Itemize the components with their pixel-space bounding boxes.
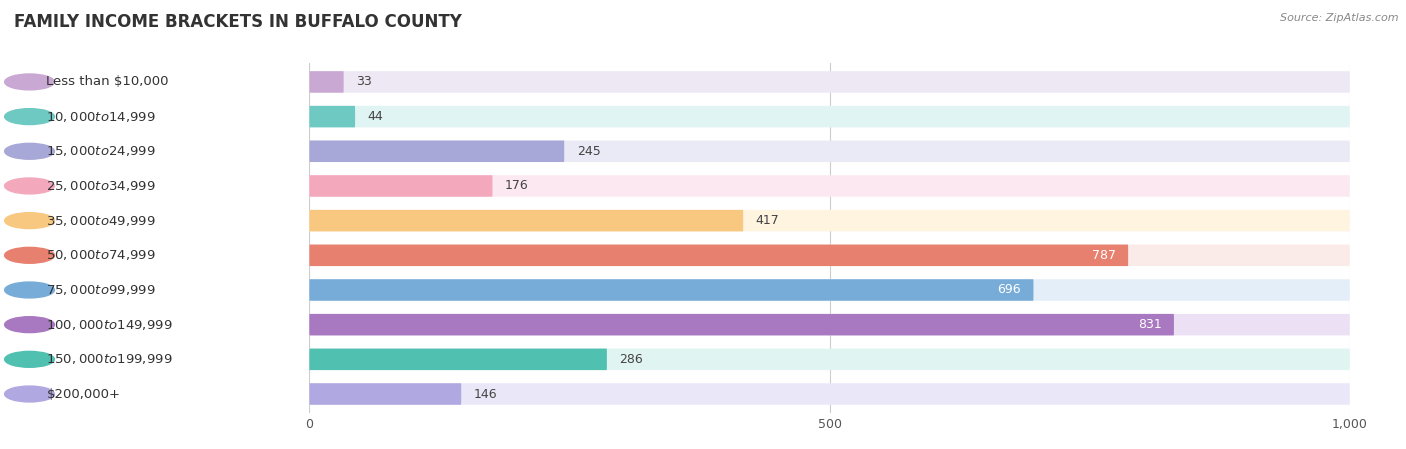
Text: Source: ZipAtlas.com: Source: ZipAtlas.com (1281, 13, 1399, 23)
Text: $10,000 to $14,999: $10,000 to $14,999 (46, 110, 156, 123)
Text: $15,000 to $24,999: $15,000 to $24,999 (46, 144, 156, 158)
FancyBboxPatch shape (309, 175, 492, 197)
FancyBboxPatch shape (309, 314, 1350, 335)
Text: 146: 146 (474, 387, 498, 401)
Text: $200,000+: $200,000+ (46, 387, 121, 401)
Text: $35,000 to $49,999: $35,000 to $49,999 (46, 214, 156, 228)
Text: $25,000 to $34,999: $25,000 to $34,999 (46, 179, 156, 193)
FancyBboxPatch shape (309, 245, 1128, 266)
FancyBboxPatch shape (309, 279, 1033, 301)
Text: 245: 245 (576, 145, 600, 158)
Text: 33: 33 (356, 75, 373, 88)
FancyBboxPatch shape (309, 210, 744, 231)
FancyBboxPatch shape (309, 314, 1174, 335)
Text: 417: 417 (755, 214, 779, 227)
FancyBboxPatch shape (309, 141, 1350, 162)
Text: $50,000 to $74,999: $50,000 to $74,999 (46, 248, 156, 262)
Text: 696: 696 (997, 283, 1021, 296)
FancyBboxPatch shape (309, 210, 1350, 231)
Text: Less than $10,000: Less than $10,000 (46, 75, 169, 88)
FancyBboxPatch shape (309, 141, 564, 162)
FancyBboxPatch shape (309, 71, 1350, 92)
FancyBboxPatch shape (309, 71, 343, 92)
Text: $75,000 to $99,999: $75,000 to $99,999 (46, 283, 156, 297)
Text: 176: 176 (505, 180, 529, 193)
Text: $150,000 to $199,999: $150,000 to $199,999 (46, 352, 173, 366)
Text: FAMILY INCOME BRACKETS IN BUFFALO COUNTY: FAMILY INCOME BRACKETS IN BUFFALO COUNTY (14, 13, 463, 31)
FancyBboxPatch shape (309, 245, 1350, 266)
FancyBboxPatch shape (309, 348, 1350, 370)
FancyBboxPatch shape (309, 383, 1350, 405)
FancyBboxPatch shape (309, 106, 356, 128)
FancyBboxPatch shape (309, 348, 607, 370)
Text: 44: 44 (367, 110, 384, 123)
Text: 286: 286 (620, 353, 643, 366)
FancyBboxPatch shape (309, 383, 461, 405)
Text: $100,000 to $149,999: $100,000 to $149,999 (46, 317, 173, 332)
FancyBboxPatch shape (309, 175, 1350, 197)
Text: 831: 831 (1137, 318, 1161, 331)
FancyBboxPatch shape (309, 106, 1350, 128)
FancyBboxPatch shape (309, 279, 1350, 301)
Text: 787: 787 (1091, 249, 1116, 262)
